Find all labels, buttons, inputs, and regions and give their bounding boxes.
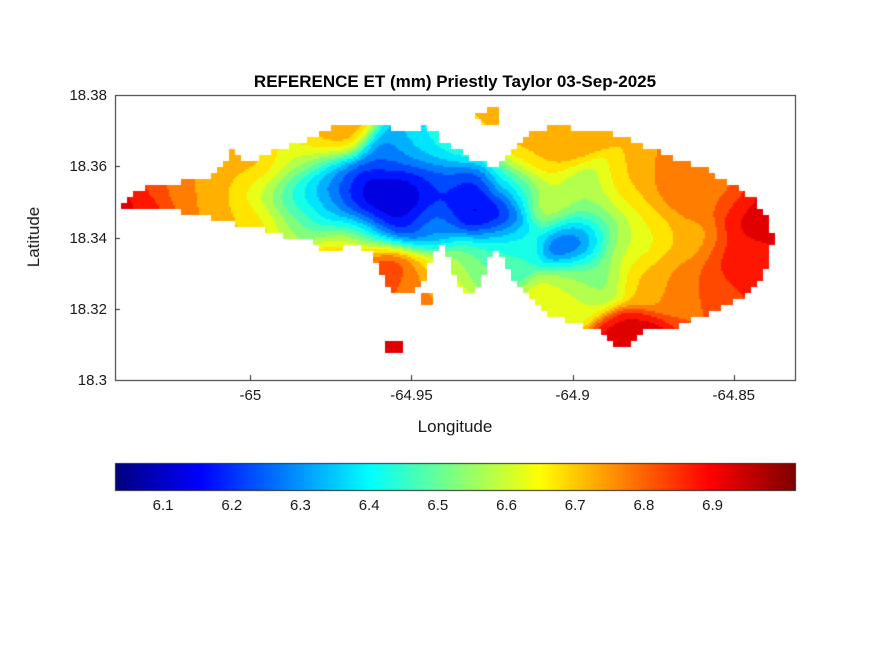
y-axis-label: Latitude <box>24 206 43 268</box>
x-axis-label: Longitude <box>417 417 493 436</box>
chart-title: REFERENCE ET (mm) Priestly Taylor 03-Sep… <box>253 72 657 91</box>
